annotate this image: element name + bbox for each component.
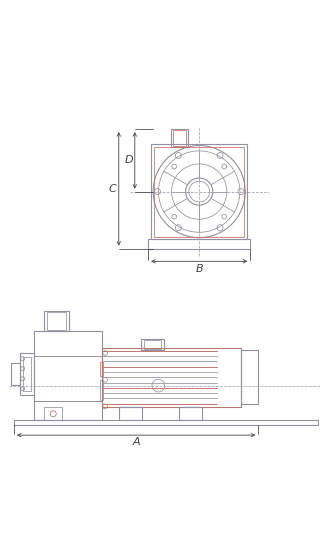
Bar (34, 356, 103, 402)
Bar (100, 380, 103, 400)
Text: D: D (125, 156, 133, 165)
Text: B: B (195, 264, 203, 274)
Bar (141, 339, 164, 350)
Bar (173, 130, 186, 146)
Bar (144, 340, 161, 349)
Bar (47, 312, 66, 330)
Bar (171, 129, 188, 147)
Bar (241, 351, 258, 404)
Bar (23, 357, 31, 391)
Bar (151, 144, 247, 239)
Bar (154, 147, 244, 237)
Text: A: A (132, 437, 140, 447)
Bar (14, 420, 318, 425)
Bar (20, 353, 34, 395)
Text: C: C (109, 184, 117, 194)
Bar (11, 363, 20, 385)
Bar (103, 348, 241, 407)
Bar (103, 348, 241, 407)
Bar (148, 239, 250, 249)
Bar (44, 407, 62, 420)
Bar (100, 362, 103, 376)
Bar (34, 332, 103, 420)
Bar (119, 407, 142, 420)
Bar (179, 407, 202, 420)
Bar (44, 311, 69, 332)
